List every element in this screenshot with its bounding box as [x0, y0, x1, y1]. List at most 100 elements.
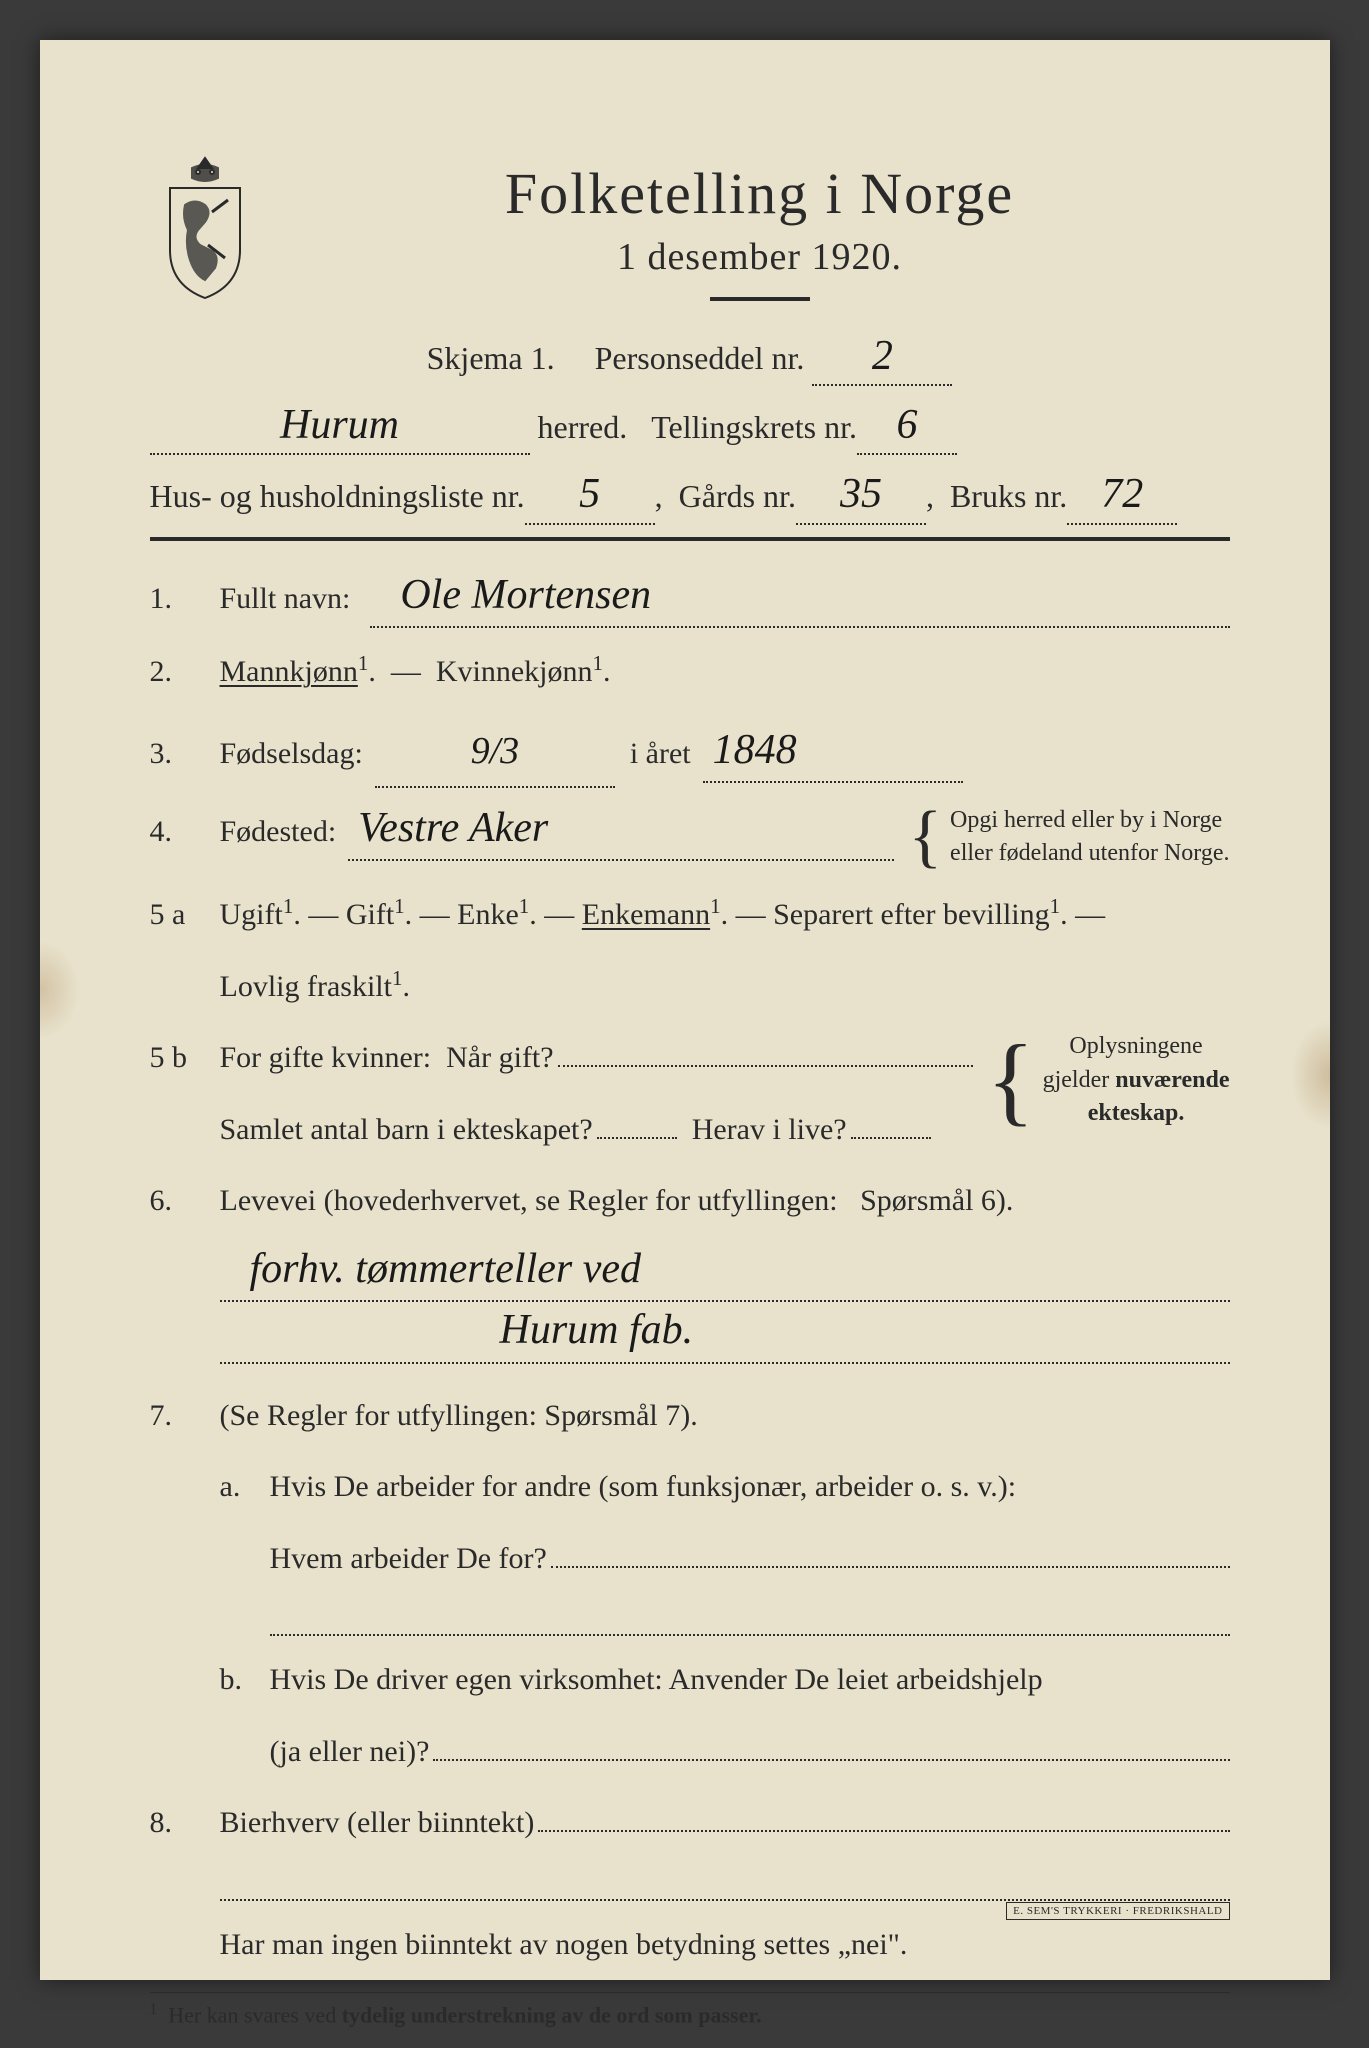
q7a-row2: Hvem arbeider De for? — [150, 1531, 1230, 1587]
q4-note-block: { Opgi herred eller by i Norge eller fød… — [908, 804, 1229, 871]
q5a-row2: Lovlig fraskilt1. — [150, 959, 1230, 1015]
q7a-num: a. — [220, 1459, 270, 1515]
census-form-page: Folketelling i Norge 1 desember 1920. Sk… — [40, 40, 1330, 1980]
footnote-text: Her kan svares ved tydelig understreknin… — [168, 2002, 761, 2027]
q5b-label: For gifte kvinner: — [220, 1030, 432, 1086]
personseddel-nr-field: 2 — [812, 333, 952, 386]
q5b-row: 5 b For gifte kvinner: Når gift? Samlet … — [150, 1030, 1230, 1157]
brace-icon: { — [908, 809, 942, 865]
tellingskrets-nr: 6 — [896, 402, 917, 448]
q5b-field1 — [558, 1065, 973, 1067]
q3-year-field: 1848 — [703, 726, 963, 784]
q6-num: 6. — [150, 1173, 220, 1229]
q5b-note-block: { Oplysningene gjelder nuværende ekteska… — [987, 1030, 1230, 1131]
q5b-note-l1: Oplysningene — [1069, 1033, 1202, 1059]
q5b-note-l2: gjelder nuværende — [1043, 1067, 1230, 1093]
q1-num: 1. — [150, 571, 220, 627]
q1-value: Ole Mortensen — [400, 572, 651, 618]
q3-body: Fødselsdag: 9/3 i året 1848 — [220, 716, 1230, 788]
paper-stain — [40, 940, 80, 1040]
q6-text1: forhv. tømmerteller ved — [250, 1246, 642, 1292]
q1-body: Fullt navn: Ole Mortensen — [220, 571, 1230, 629]
q7a-field — [551, 1566, 1230, 1568]
question-list: 1. Fullt navn: Ole Mortensen 2. Mannkjøn… — [150, 571, 1230, 1972]
q1-row: 1. Fullt navn: Ole Mortensen — [150, 571, 1230, 629]
q6-body: Levevei (hovederhvervet, se Regler for u… — [220, 1173, 1230, 1229]
schema-label: Skjema 1. — [427, 340, 555, 376]
q6-label2: Spørsmål 6). — [860, 1184, 1013, 1217]
paper-stain — [1290, 1020, 1330, 1130]
q2-opt1: Mannkjønn — [220, 655, 358, 688]
q8-field — [538, 1830, 1229, 1832]
q5a-opt4: Separert efter bevilling — [773, 898, 1050, 931]
q2-row: 2. Mannkjønn1. — Kvinnekjønn1. — [150, 644, 1230, 700]
q4-field: Vestre Aker — [348, 804, 894, 862]
meta-schema-row: Skjema 1. Personseddel nr. 2 — [150, 333, 1230, 386]
q7b-field — [433, 1759, 1229, 1761]
q4-label: Fødested: — [220, 804, 337, 860]
printer-mark: E. SEM'S TRYKKERI · FREDRIKSHALD — [1006, 1902, 1229, 1920]
q3-year: 1848 — [713, 727, 797, 773]
q3-day: 9/3 — [471, 730, 520, 772]
bruks-field: 72 — [1067, 471, 1177, 524]
q5b-sub2: Samlet antal barn i ekteskapet? — [220, 1102, 593, 1158]
footnote: 1 Her kan svares ved tydelig understrekn… — [150, 1992, 1230, 2028]
q3-label: Fødselsdag: — [220, 726, 363, 782]
q6-row: 6. Levevei (hovederhvervet, se Regler fo… — [150, 1173, 1230, 1229]
q5a-num: 5 a — [150, 887, 220, 943]
q5b-sub1: Når gift? — [446, 1030, 553, 1086]
q5b-sub3: Herav i live? — [692, 1102, 847, 1158]
footnote-ref: 1 — [592, 651, 603, 675]
q5b-num: 5 b — [150, 1030, 220, 1086]
personseddel-nr: 2 — [872, 333, 893, 379]
q7b-line1: Hvis De driver egen virksomhet: Anvender… — [270, 1652, 1230, 1708]
q8-body: Bierhverv (eller biinntekt) — [220, 1795, 1230, 1851]
q7a-continuation — [270, 1602, 1230, 1636]
q5a-opt1: Gift — [346, 898, 394, 931]
main-title: Folketelling i Norge — [290, 160, 1230, 227]
q7-label: (Se Regler for utfyllingen: Spørsmål 7). — [220, 1388, 1230, 1444]
husliste-label: Hus- og husholdningsliste nr. — [150, 471, 525, 522]
q4-num: 4. — [150, 804, 220, 860]
q2-opt2: Kvinnekjønn — [436, 655, 593, 688]
q7-row: 7. (Se Regler for utfyllingen: Spørsmål … — [150, 1388, 1230, 1444]
title-divider — [710, 297, 810, 301]
q5a-body: Ugift1. — Gift1. — Enke1. — Enkemann1. —… — [220, 887, 1230, 943]
husliste-field: 5 — [525, 471, 655, 524]
q7a-body2: Hvem arbeider De for? — [270, 1531, 1230, 1587]
title-block: Folketelling i Norge 1 desember 1920. — [290, 150, 1230, 323]
footnote-ref: 1 — [358, 651, 369, 675]
q5b-note-l3: ekteskap. — [1088, 1100, 1185, 1126]
gards-nr: 35 — [840, 471, 882, 517]
meta-hus-row: Hus- og husholdningsliste nr. 5 , Gårds … — [150, 471, 1230, 524]
bruks-label: Bruks nr. — [950, 471, 1067, 522]
q5b-body: For gifte kvinner: Når gift? Samlet anta… — [220, 1030, 1230, 1157]
q7b-line2: (ja eller nei)? — [270, 1724, 430, 1780]
q7a-line2: Hvem arbeider De for? — [270, 1531, 547, 1587]
q4-note-line2: eller fødeland utenfor Norge. — [950, 840, 1229, 866]
q2-body: Mannkjønn1. — Kvinnekjønn1. — [220, 644, 1230, 700]
q8-num: 8. — [150, 1795, 220, 1851]
q4-note-line1: Opgi herred eller by i Norge — [950, 807, 1222, 833]
q5a-row: 5 a Ugift1. — Gift1. — Enke1. — Enkemann… — [150, 887, 1230, 943]
tellingskrets-label: Tellingskrets nr. — [651, 402, 857, 453]
coat-of-arms-icon — [150, 150, 260, 300]
closing-text: Har man ingen biinntekt av nogen betydni… — [220, 1917, 1230, 1973]
q6-label: Levevei (hovederhvervet, se Regler for u… — [220, 1184, 838, 1217]
footnote-marker: 1 — [150, 2001, 158, 2018]
q8-row: 8. Bierhverv (eller biinntekt) — [150, 1795, 1230, 1851]
q5b-note: Oplysningene gjelder nuværende ekteskap. — [1043, 1030, 1230, 1131]
q1-field: Ole Mortensen — [370, 571, 1229, 629]
gards-field: 35 — [796, 471, 926, 524]
q3-row: 3. Fødselsdag: 9/3 i året 1848 — [150, 716, 1230, 788]
q7b-body2: (ja eller nei)? — [270, 1724, 1230, 1780]
personseddel-label: Personseddel nr. — [595, 340, 805, 376]
q8-continuation — [220, 1867, 1230, 1901]
bruks-nr: 72 — [1101, 471, 1143, 517]
q5a-opt0: Ugift — [220, 898, 283, 931]
q4-note: Opgi herred eller by i Norge eller fødel… — [950, 804, 1229, 871]
q6-text2: Hurum fab. — [500, 1307, 694, 1353]
q5a-opt3: Enkemann — [582, 898, 710, 931]
q3-num: 3. — [150, 726, 220, 782]
q7a-line1: Hvis De arbeider for andre (som funksjon… — [270, 1459, 1230, 1515]
